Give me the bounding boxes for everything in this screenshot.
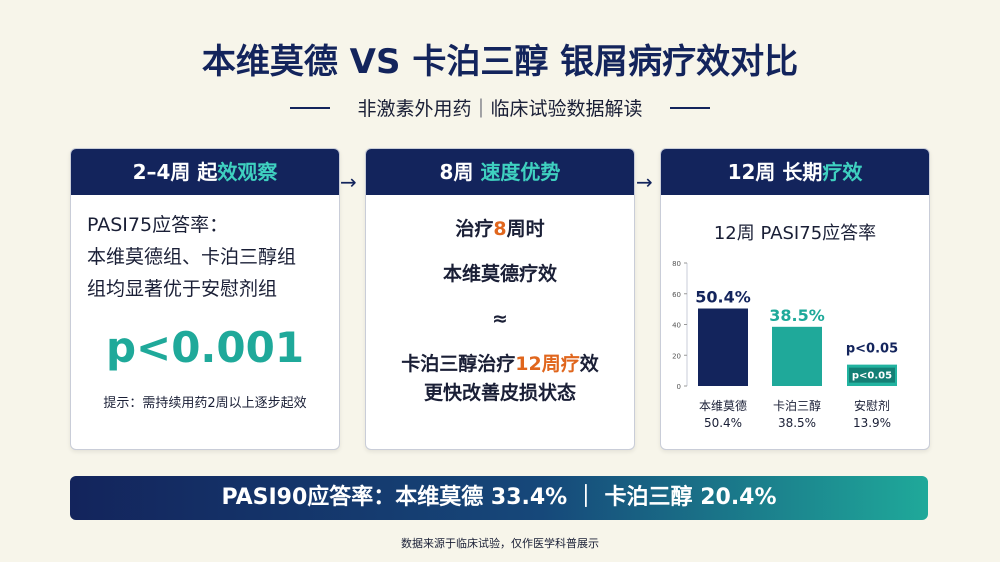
- arrow: →: [636, 170, 653, 194]
- banner: PASI90应答率：本维莫德 33.4% ｜ 卡泊三醇 20.4%: [70, 476, 928, 520]
- text-line: 组均显著优于安慰剂组: [87, 273, 339, 305]
- panel-heading: 12周 长期疗效: [661, 149, 929, 195]
- panel: 8周 速度优势 治疗8周时 本维莫德疗效 ≈ 卡泊三醇治疗12周疗效 更快改善皮损状态: [365, 148, 635, 450]
- panel: 12周 长期疗效 12周 PASI75应答率 0 20 40 60 80 本维莫德 50.4…: [660, 148, 930, 450]
- heading-part: 效观察: [217, 160, 278, 184]
- heading-part: 12周 长期: [727, 160, 823, 184]
- y-tick-label: 80: [672, 260, 681, 268]
- text-line: 本维莫德疗效: [366, 260, 634, 289]
- annotation: p<0.05: [846, 342, 898, 357]
- x-tick-label: 安慰剂: [854, 398, 890, 413]
- panel-body: PASI75应答率： 本维莫德组、卡泊三醇组 组均显著优于安慰剂组: [71, 195, 339, 305]
- y-tick-label: 0: [677, 383, 681, 391]
- panel-heading: 8周 速度优势: [366, 149, 634, 195]
- text-line: PASI75应答率：: [87, 209, 339, 241]
- value-label: 13.9%: [853, 416, 891, 430]
- heading-part: 疗效: [822, 160, 863, 184]
- panel: 2–4周 起效观察 PASI75应答率： 本维莫德组、卡泊三醇组 组均显著优于安慰剂…: [70, 148, 340, 450]
- text-part: ≈: [492, 308, 508, 330]
- text-part: 治疗: [455, 218, 494, 240]
- subtitle: 非激素外用药｜临床试验数据解读: [357, 98, 643, 120]
- text-part: 12周疗: [515, 353, 580, 375]
- chart: 0 20 40 60 80 本维莫德 50.4% 50.4% 卡泊三醇 38.5% 38.5% 安慰剂…: [672, 260, 898, 430]
- badge-label: p<0.05: [852, 371, 892, 382]
- panel-heading: 2–4周 起效观察: [71, 149, 339, 195]
- bar-label: 50.4%: [695, 288, 751, 307]
- text-part: 效: [579, 353, 599, 375]
- text-part: 卡泊三醇治疗: [401, 353, 516, 375]
- value-label: 50.4%: [704, 416, 742, 430]
- text-line: 更快改善皮损状态: [366, 379, 634, 408]
- text-part: PASI75应答率：: [87, 214, 229, 236]
- text-line: 治疗8周时: [366, 215, 634, 244]
- arrow: →: [340, 170, 357, 194]
- y-tick-label: 40: [672, 322, 681, 330]
- note: 提示：需持续用药2周以上逐步起效: [103, 396, 307, 411]
- text-part: 本维莫德疗效: [442, 263, 557, 285]
- bar-label: 38.5%: [769, 306, 825, 325]
- bar: [772, 326, 822, 386]
- text-part: 周时: [506, 218, 545, 240]
- y-tick-label: 60: [672, 291, 681, 299]
- footer: 数据来源于临床试验，仅作医学科普展示: [401, 537, 599, 550]
- panel-body: 治疗8周时 本维莫德疗效 ≈ 卡泊三醇治疗12周疗效 更快改善皮损状态: [366, 195, 634, 408]
- x-tick-label: 卡泊三醇: [773, 398, 821, 413]
- text-part: 本维莫德组、卡泊三醇组: [87, 246, 297, 268]
- highlight: p<0.001: [105, 323, 305, 372]
- text-line: 卡泊三醇治疗12周疗效: [366, 350, 634, 379]
- value-label: 38.5%: [778, 416, 816, 430]
- text-part: 组均显著优于安慰剂组: [87, 278, 278, 300]
- heading-part: 8周: [439, 160, 481, 184]
- rule: [290, 107, 330, 109]
- title: 本维莫德 VS 卡泊三醇 银屑病疗效对比: [201, 42, 799, 82]
- text-part: 更快改善皮损状态: [423, 382, 576, 404]
- x-tick-label: 本维莫德: [699, 398, 747, 413]
- heading-part: 2–4周 起: [132, 160, 218, 184]
- rule: [670, 107, 710, 109]
- y-tick-label: 20: [672, 352, 681, 360]
- text-part: 8: [493, 218, 507, 240]
- text-line: 本维莫德组、卡泊三醇组: [87, 241, 339, 273]
- heading-part: 速度优势: [480, 160, 561, 184]
- bar: [698, 308, 748, 386]
- text-line: ≈: [366, 305, 634, 334]
- badge: [849, 367, 895, 383]
- chart-title: 12周 PASI75应答率: [713, 223, 877, 244]
